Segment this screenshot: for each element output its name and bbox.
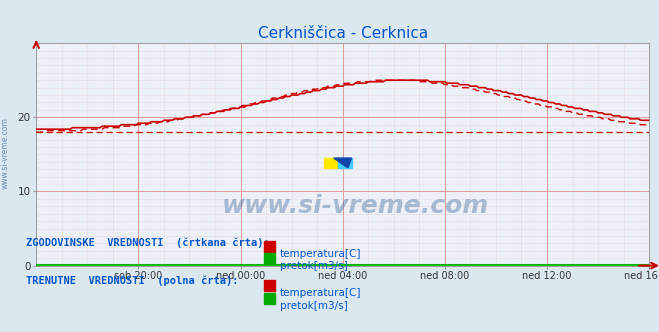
Bar [324,158,337,168]
Text: temperatura[C]: temperatura[C] [280,288,362,298]
Bar [337,158,352,168]
Text: temperatura[C]: temperatura[C] [280,249,362,259]
Title: Cerkniščica - Cerknica: Cerkniščica - Cerknica [258,26,428,41]
Text: www.si-vreme.com: www.si-vreme.com [222,194,489,218]
Text: ZGODOVINSKE  VREDNOSTI  (črtkana črta):: ZGODOVINSKE VREDNOSTI (črtkana črta): [26,238,270,248]
Text: www.si-vreme.com: www.si-vreme.com [1,117,10,189]
Polygon shape [333,158,352,168]
Text: pretok[m3/s]: pretok[m3/s] [280,261,348,271]
Text: pretok[m3/s]: pretok[m3/s] [280,301,348,311]
Text: TRENUTNE  VREDNOSTI  (polna črta):: TRENUTNE VREDNOSTI (polna črta): [26,276,239,287]
